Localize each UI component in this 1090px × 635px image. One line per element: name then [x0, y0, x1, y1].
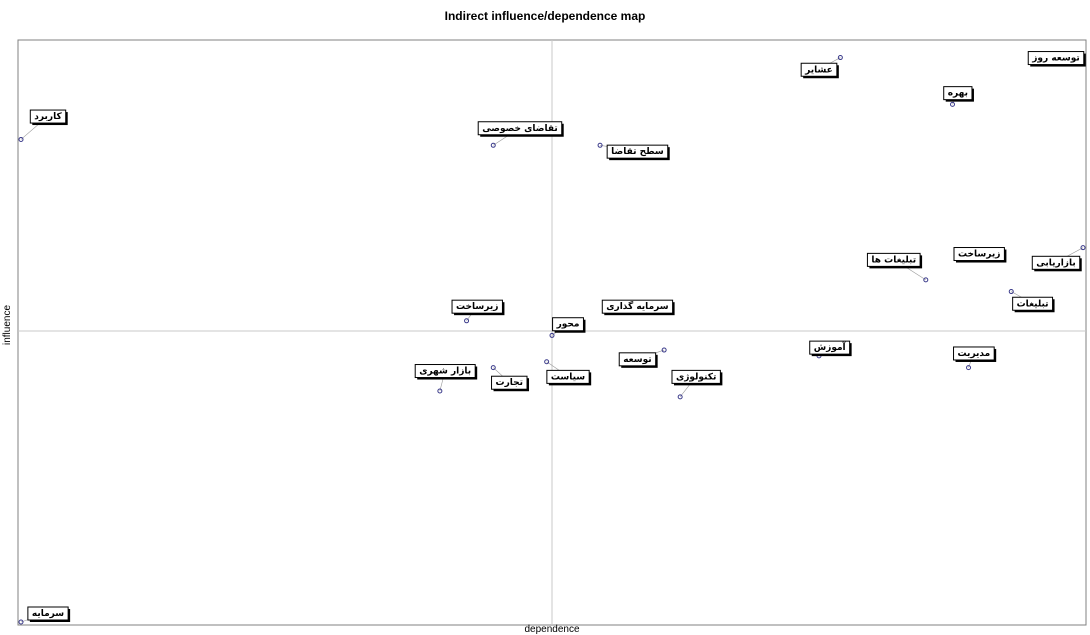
point-label-box [606, 144, 669, 159]
point-label-box [546, 369, 590, 384]
data-point-group: مدیریت [953, 346, 997, 371]
data-point [437, 388, 443, 394]
point-label-text: بازار شهری [419, 367, 471, 377]
point-label-box [866, 252, 921, 267]
data-point-group: بازار شهری [414, 364, 478, 394]
point-label-box [1012, 296, 1054, 311]
data-point-group: محور [549, 317, 586, 338]
data-point-group: عشایر [800, 55, 843, 79]
point-label-box [1031, 255, 1081, 270]
chart-title: Indirect influence/dependence map [445, 9, 646, 23]
data-point-group: کاربرد [18, 109, 68, 142]
data-point [950, 101, 955, 107]
data-point [549, 332, 555, 338]
point-label-box [1027, 51, 1085, 66]
point-label-box [477, 121, 563, 136]
point-label-text: تجارت [496, 378, 523, 388]
data-point-group: بازاریابی [1031, 245, 1086, 272]
data-point [1080, 245, 1086, 251]
data-point-group: سرمایه گذاری [601, 299, 675, 316]
point-label-text: تبلیغات [1017, 299, 1049, 309]
data-point-group: تبلیغات [1008, 289, 1055, 313]
data-point [661, 347, 667, 353]
point-label-box [618, 352, 657, 367]
data-point-group: سیاست [544, 359, 592, 386]
data-point-group: توسعه [618, 347, 667, 368]
point-label-text: مدیریت [958, 349, 991, 359]
point-label-text: عشایر [804, 65, 833, 75]
data-point [464, 318, 470, 324]
point-label-box [809, 340, 851, 355]
data-point-group: توسعه روز [1027, 51, 1086, 67]
data-point-group: تجارت [490, 365, 530, 392]
point-label-text: تقاضای خصوصی [482, 124, 558, 134]
point-label-text: سرمایه [32, 609, 64, 619]
quadrant-lines [18, 40, 1086, 625]
data-point [1008, 289, 1014, 295]
point-label-text: آموزش [814, 341, 847, 353]
point-label-text: بازاریابی [1036, 258, 1075, 268]
point-label-text: زیرساخت [456, 302, 498, 312]
data-point [18, 619, 24, 625]
data-point-group: زیرساخت [953, 247, 1007, 263]
point-label-text: بهره [948, 89, 968, 99]
point-label-box [953, 346, 995, 361]
point-label-box [491, 375, 528, 390]
data-point-group: سرمایه [18, 606, 71, 625]
data-point-group: تقاضای خصوصی [477, 121, 564, 148]
point-label-text: زیرساخت [958, 250, 1000, 260]
point-label-box [601, 299, 674, 314]
data-point-group: تبلیغات ها [866, 252, 929, 283]
point-label-text: سیاست [551, 372, 585, 382]
point-label-text: کاربرد [34, 112, 62, 122]
x-axis-label: dependence [524, 624, 579, 635]
data-point [490, 142, 496, 148]
y-axis-label: influence [2, 305, 13, 345]
points-layer: عشایر توسعه روز بهره کاربرد تقاضای خصوصی سطح … [18, 51, 1086, 625]
data-point [597, 142, 603, 148]
data-point-group: سطح تقاضا [597, 142, 670, 161]
point-label-box [29, 109, 67, 124]
data-point-group: زیرساخت [451, 299, 505, 324]
point-label-box [414, 364, 476, 379]
point-label-text: توسعه [623, 355, 651, 365]
data-point-group: بهره [943, 86, 974, 107]
point-label-box [552, 317, 584, 332]
data-point-group: تکنولوژی [671, 369, 723, 400]
data-point [966, 365, 972, 371]
point-label-text: محور [556, 320, 580, 330]
data-point [677, 394, 683, 400]
data-point [490, 365, 496, 371]
point-label-box [451, 299, 503, 314]
point-label-text: سرمایه گذاری [606, 300, 668, 312]
data-point [923, 277, 929, 283]
point-label-box [27, 606, 69, 621]
data-point [837, 55, 843, 61]
point-label-box [671, 369, 721, 384]
point-label-text: تکنولوژی [676, 372, 716, 382]
data-point [18, 136, 24, 142]
data-point-group: آموزش [809, 340, 852, 359]
point-label-text: توسعه روز [1031, 54, 1080, 64]
point-label-text: سطح تقاضا [611, 147, 664, 157]
point-label-box [800, 62, 838, 77]
data-point [544, 359, 550, 365]
point-label-box [953, 247, 1005, 262]
point-label-box [943, 86, 973, 101]
point-label-text: تبلیغات ها [871, 255, 916, 265]
